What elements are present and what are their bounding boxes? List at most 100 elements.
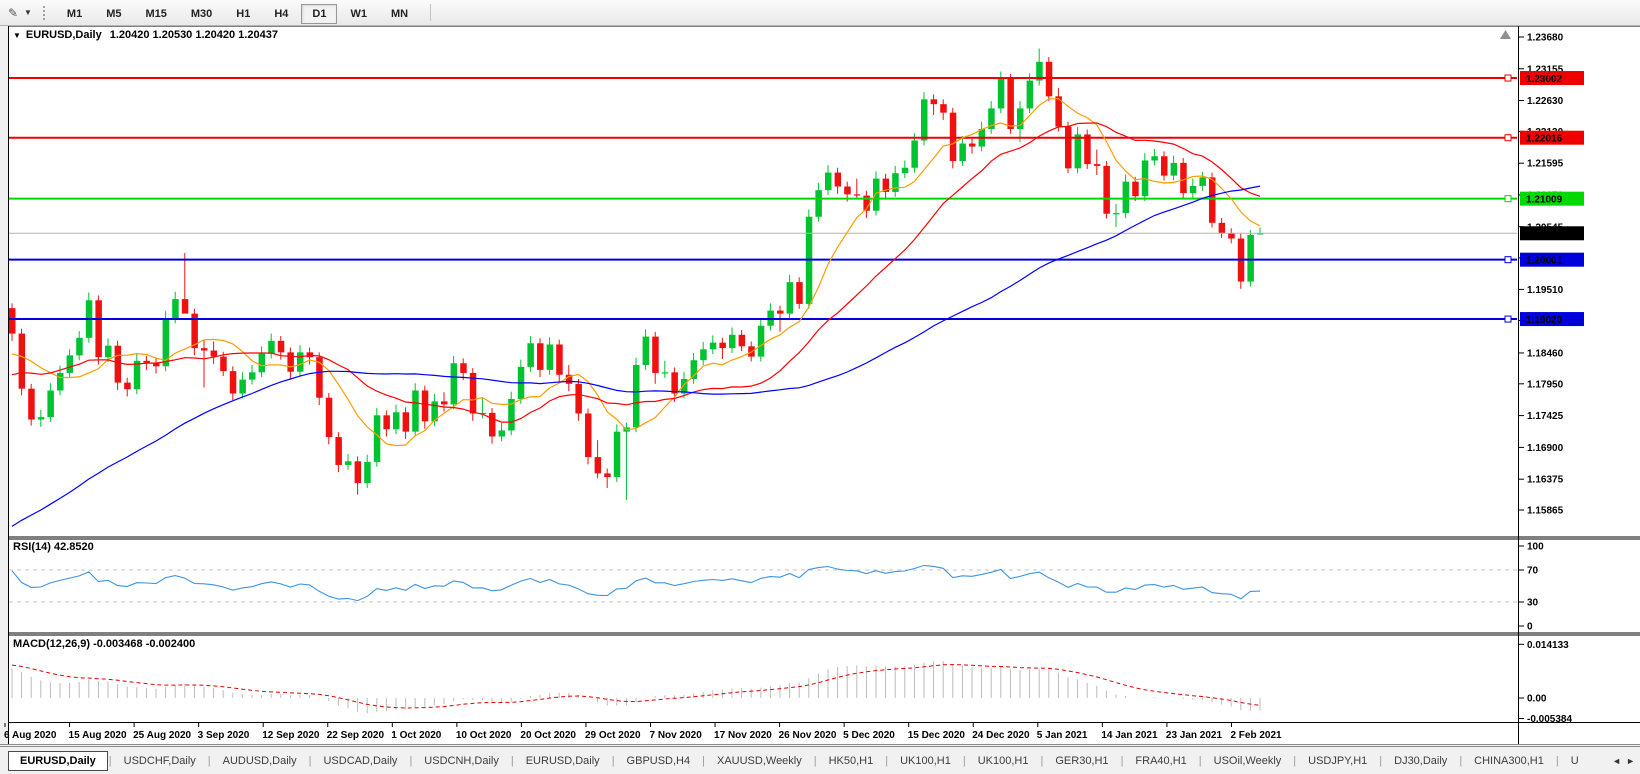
candle-body bbox=[575, 383, 582, 414]
tab-separator: | bbox=[962, 754, 966, 767]
candle-body bbox=[1218, 222, 1226, 234]
tab-separator: | bbox=[1198, 754, 1202, 767]
candle-body bbox=[825, 172, 832, 191]
collapse-triangle-icon[interactable]: ▼ bbox=[13, 31, 21, 40]
candle-body bbox=[930, 99, 938, 105]
tab-separator: | bbox=[1120, 754, 1124, 767]
tab-hk50-h1[interactable]: HK50,H1 bbox=[828, 754, 874, 767]
candle-body bbox=[537, 343, 544, 370]
tab-uk100-h1[interactable]: UK100,H1 bbox=[977, 754, 1029, 767]
hline-handle[interactable] bbox=[1504, 195, 1512, 203]
candle-body bbox=[460, 363, 467, 373]
tab-separator: | bbox=[207, 754, 211, 767]
tab-u[interactable]: U bbox=[1570, 754, 1579, 767]
tab-xauusd-weekly[interactable]: XAUUSD,Weekly bbox=[716, 754, 802, 767]
tf-button-d1[interactable]: D1 bbox=[301, 3, 338, 24]
candle-body bbox=[1228, 233, 1235, 239]
toolbar: ✎ ▼ M1 M5 M15 M30 H1 H4 D1 W1 MN bbox=[0, 0, 1640, 26]
candle-body bbox=[325, 397, 333, 438]
candle-body bbox=[719, 342, 726, 349]
candle-body bbox=[210, 350, 218, 357]
candle-body bbox=[527, 343, 534, 367]
candle-body bbox=[757, 325, 765, 357]
date-tick-label: 25 Aug 2020 bbox=[133, 730, 191, 741]
candle-body bbox=[354, 461, 362, 484]
candle-body bbox=[498, 430, 506, 437]
candle-body bbox=[57, 372, 64, 391]
candle-body bbox=[143, 360, 150, 363]
chart-tab-bar: EURUSD,Daily | USDCHF,Daily | AUDUSD,Daily | U… bbox=[0, 746, 1640, 774]
hline-handle[interactable] bbox=[1504, 134, 1512, 142]
tf-button-h4[interactable]: H4 bbox=[274, 7, 289, 20]
rsi-tick-label: 100 bbox=[1527, 542, 1544, 553]
date-tick-label: 29 Oct 2020 bbox=[585, 730, 641, 741]
candle-body bbox=[1199, 177, 1206, 186]
tab-china300-h1[interactable]: CHINA300,H1 bbox=[1474, 754, 1544, 767]
time-axis: 6 Aug 2020 15 Aug 2020 25 Aug 2020 3 Sep 20… bbox=[4, 723, 1282, 741]
rsi-tick-label: 70 bbox=[1527, 566, 1539, 577]
rsi-indicator-label: RSI(14) 42.8520 bbox=[13, 541, 94, 553]
tab-scroll-arrows: ◄ ► bbox=[1607, 756, 1635, 766]
tab-usdcad-daily[interactable]: USDCAD,Daily bbox=[323, 754, 398, 767]
tab-usdchf-daily[interactable]: USDCHF,Daily bbox=[123, 754, 196, 767]
hline-price-badge: 1.21009 bbox=[1520, 191, 1584, 206]
line-studies-icon[interactable]: ✎ bbox=[7, 5, 19, 20]
tf-button-w1[interactable]: W1 bbox=[350, 7, 367, 20]
hline-handle[interactable] bbox=[1504, 256, 1512, 264]
tab-dj30-daily[interactable]: DJ30,Daily bbox=[1394, 754, 1448, 767]
candle-body bbox=[1007, 78, 1014, 129]
tf-button-m5[interactable]: M5 bbox=[106, 7, 122, 20]
hline-handle[interactable] bbox=[1504, 315, 1512, 323]
candle-body bbox=[1180, 162, 1187, 194]
tf-button-m30[interactable]: M30 bbox=[190, 7, 213, 20]
candle-body bbox=[258, 353, 266, 373]
tf-button-h1[interactable]: H1 bbox=[236, 7, 251, 20]
candle-body bbox=[921, 99, 928, 141]
rsi-tick-label: 0 bbox=[1527, 622, 1533, 633]
rsi-tick-label: 30 bbox=[1527, 598, 1539, 609]
tf-button-m1[interactable]: M1 bbox=[66, 7, 83, 20]
tab-separator: | bbox=[611, 754, 615, 767]
tab-gbpusd-h4[interactable]: GBPUSD,H4 bbox=[626, 754, 691, 767]
candle-body bbox=[153, 362, 160, 367]
candle-body bbox=[873, 178, 880, 211]
hline-price-badge: 1.19020 bbox=[1520, 312, 1584, 327]
tab-usdcnh-daily[interactable]: USDCNH,Daily bbox=[424, 754, 499, 767]
candle-body bbox=[383, 415, 390, 430]
date-tick-label: 14 Jan 2021 bbox=[1101, 730, 1158, 741]
tab-fra40-h1[interactable]: FRA40,H1 bbox=[1135, 754, 1187, 767]
candle-body bbox=[393, 412, 400, 430]
candle-body bbox=[1093, 164, 1101, 166]
candle-body bbox=[556, 344, 563, 375]
tabs-scroll-right-icon[interactable]: ► bbox=[1626, 756, 1635, 766]
candle-body bbox=[364, 461, 371, 484]
tabs-scroll-left-icon[interactable]: ◄ bbox=[1612, 756, 1622, 766]
tab-uk100-h1[interactable]: UK100,H1 bbox=[900, 754, 951, 767]
caret-down-icon[interactable]: ▼ bbox=[24, 8, 32, 17]
tf-button-m15[interactable]: M15 bbox=[145, 7, 167, 20]
tab-separator: | bbox=[510, 754, 514, 767]
toolbar-grip[interactable] bbox=[41, 4, 47, 21]
candle-body bbox=[652, 336, 659, 373]
date-tick-label: 23 Jan 2021 bbox=[1166, 730, 1223, 741]
candle-body bbox=[172, 299, 179, 319]
tab-audusd-daily[interactable]: AUDUSD,Daily bbox=[222, 754, 297, 767]
tab-usdjpy-h1[interactable]: USDJPY,H1 bbox=[1308, 754, 1368, 767]
tab-usoil-weekly[interactable]: USOil,Weekly bbox=[1213, 754, 1282, 767]
candle-body bbox=[191, 313, 198, 349]
ma-20-line bbox=[11, 122, 1261, 423]
scroll-indicator-icon[interactable] bbox=[1500, 30, 1511, 39]
tf-button-mn[interactable]: MN bbox=[390, 7, 409, 20]
hline-handle[interactable] bbox=[1504, 74, 1512, 82]
candle-body bbox=[47, 390, 54, 418]
candle-body bbox=[373, 415, 381, 462]
candle-body bbox=[585, 413, 592, 458]
tab-eurusd-daily[interactable]: EURUSD,Daily bbox=[525, 754, 600, 767]
date-tick-label: 1 Oct 2020 bbox=[391, 730, 441, 741]
candle-body bbox=[316, 357, 323, 398]
macd-main-value: -0.003468 bbox=[93, 638, 143, 650]
candle-body bbox=[546, 344, 554, 370]
tab-ger30-h1[interactable]: GER30,H1 bbox=[1055, 754, 1109, 767]
tab-eurusd-daily[interactable]: EURUSD,Daily bbox=[8, 750, 108, 771]
